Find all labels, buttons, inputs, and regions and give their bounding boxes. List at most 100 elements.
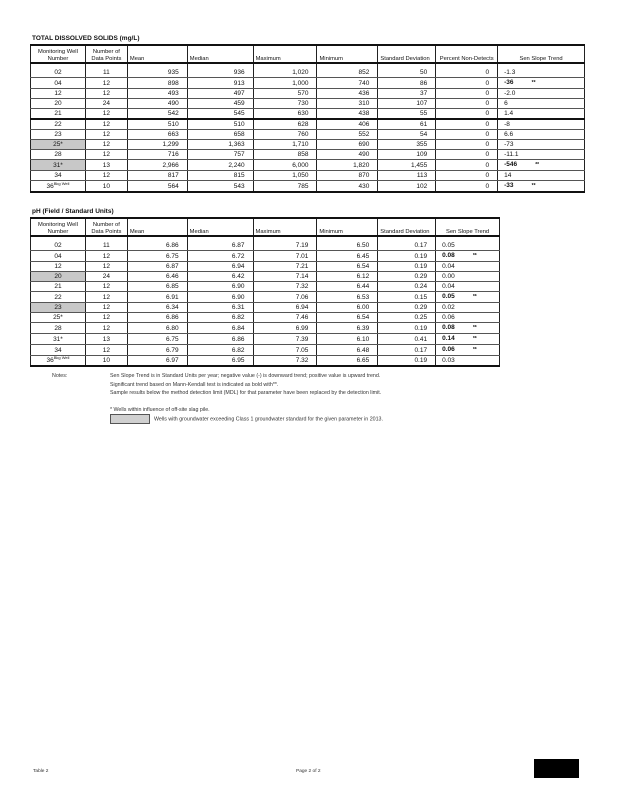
table-cell: 6.87: [186, 236, 254, 251]
significance-marker: **: [472, 253, 477, 259]
table-cell: 0: [435, 170, 499, 181]
table-cell: 6.87: [126, 261, 188, 272]
table-cell: 490: [126, 98, 188, 109]
trend-value: -546: [504, 161, 518, 168]
table-cell: 490: [316, 149, 379, 160]
well-number: 28: [30, 149, 86, 160]
well-id: 36: [46, 182, 54, 190]
table-cell: 542: [126, 108, 188, 120]
table-cell: 6.75: [126, 250, 188, 262]
table-cell: 6.42: [186, 271, 254, 282]
table-cell: 6.86: [186, 333, 254, 345]
table-row: 23 12 663 658 760 552 54 0 6.6: [30, 129, 585, 140]
table-cell: 0.19: [377, 250, 437, 262]
table-cell: 12: [84, 312, 128, 323]
table-cell: 109: [377, 149, 437, 160]
well-number: 34: [30, 170, 86, 181]
table-row: 25* 12 6.86 6.82 7.46 6.54 0.25 0.06: [30, 312, 500, 323]
table-cell: 12: [84, 261, 128, 272]
table-cell: 1,820: [316, 159, 379, 171]
table-cell: 0.19: [377, 322, 437, 334]
trend-value: 0.04: [442, 283, 455, 290]
table-cell: 1,710: [252, 139, 318, 150]
significance-marker: **: [531, 183, 536, 189]
table-cell: 760: [252, 129, 318, 140]
table-cell: 86: [377, 77, 437, 89]
table-cell: 510: [186, 118, 254, 130]
table-row: 12 12 6.87 6.94 7.21 6.54 0.19 0.04: [30, 261, 500, 272]
table-cell: 730: [252, 98, 318, 109]
table-cell: 430: [316, 180, 379, 193]
table-cell: 6.80: [126, 322, 188, 334]
table-row: 22 12 6.91 6.90 7.06 6.53 0.15 0.05 **: [30, 291, 500, 303]
table-cell: 1,363: [186, 139, 254, 150]
table-cell: 913: [186, 77, 254, 89]
table-cell: 0.19: [377, 355, 437, 367]
column-header: Monitoring Well Number: [30, 218, 86, 237]
well-superscript: Bkg Well: [53, 354, 70, 360]
table-cell: 113: [377, 170, 437, 181]
table-cell: 12: [84, 302, 128, 313]
table-row: 34 12 817 815 1,050 870 113 0 14: [30, 170, 585, 181]
sen-slope-trend: 0.04: [435, 261, 500, 272]
table-row: 36Bkg Well 10 564 543 785 430 102 0 -33 **: [30, 180, 585, 193]
table-cell: 6.54: [316, 312, 379, 323]
sen-slope-trend: -73: [497, 139, 585, 150]
table-cell: 12: [84, 118, 128, 130]
table-cell: 6.65: [316, 355, 379, 367]
table-cell: 0.17: [377, 344, 437, 356]
table-cell: 936: [186, 63, 254, 78]
table-cell: 13: [84, 333, 128, 345]
column-header: Maximum: [252, 45, 318, 64]
table-cell: 12: [84, 139, 128, 150]
table-cell: 757: [186, 149, 254, 160]
table-cell: 628: [252, 118, 318, 130]
table-row: 21 12 542 545 630 438 55 0 1.4: [30, 108, 585, 120]
table-row: 12 12 493 497 570 436 37 0 -2.0: [30, 88, 585, 99]
well-number: 21: [30, 108, 86, 120]
trend-value: 6.6: [504, 131, 514, 138]
trend-value: 0.03: [442, 357, 455, 364]
well-number: 31*: [30, 159, 86, 171]
column-header: Mean: [126, 45, 188, 64]
well-superscript: Bkg Well: [53, 180, 70, 186]
table-cell: 0.25: [377, 312, 437, 323]
table-cell: 10: [84, 355, 128, 367]
table-cell: 436: [316, 88, 379, 99]
trend-value: 6: [504, 100, 508, 107]
sen-slope-trend: 6: [497, 98, 585, 109]
table-cell: 50: [377, 63, 437, 78]
note-line: Sample results below the method detectio…: [110, 390, 382, 396]
trend-value: 0.08: [442, 252, 455, 259]
table-cell: 564: [126, 180, 188, 193]
trend-value: -73: [504, 141, 514, 148]
well-number: 02: [30, 236, 86, 251]
trend-value: 0.02: [442, 304, 455, 311]
table-cell: 7.21: [252, 261, 318, 272]
column-header: Standard Deviation: [377, 218, 437, 237]
table-cell: 7.01: [252, 250, 318, 262]
table-cell: 0.15: [377, 291, 437, 303]
well-number: 02: [30, 63, 86, 78]
well-id: 31*: [53, 161, 63, 169]
footer-page-number: Page 2 of 2: [296, 769, 321, 774]
table-cell: 6.90: [186, 291, 254, 303]
table-row: 25* 12 1,299 1,363 1,710 690 355 0 -73: [30, 139, 585, 150]
table-cell: 6.82: [186, 344, 254, 356]
well-number: 20: [30, 98, 86, 109]
sen-slope-trend: -11.1: [497, 149, 585, 160]
well-id: 31*: [53, 335, 63, 343]
table-cell: 497: [186, 88, 254, 99]
table-cell: 24: [84, 98, 128, 109]
trend-value: 0.00: [442, 273, 455, 280]
table-cell: 630: [252, 108, 318, 120]
table-cell: 6.95: [186, 355, 254, 367]
footer-table-label: Table 2: [33, 769, 49, 774]
table-cell: 24: [84, 271, 128, 282]
table-cell: 6.94: [252, 302, 318, 313]
well-id: 25*: [53, 141, 63, 148]
sen-slope-trend: 0.02: [435, 302, 500, 313]
table-cell: 7.39: [252, 333, 318, 345]
table-cell: 7.14: [252, 271, 318, 282]
table-cell: 852: [316, 63, 379, 78]
